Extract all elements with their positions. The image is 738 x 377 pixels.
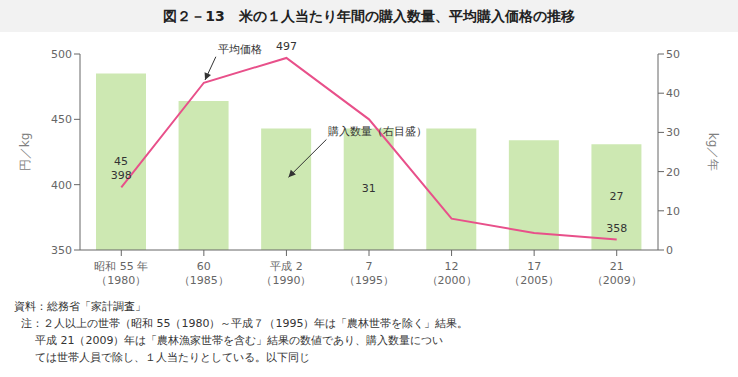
svg-text:450: 450 xyxy=(51,113,72,126)
svg-text:20: 20 xyxy=(666,166,680,179)
svg-text:21（2009）: 21（2009） xyxy=(592,260,642,287)
svg-text:45: 45 xyxy=(114,155,128,168)
svg-text:50: 50 xyxy=(666,48,680,61)
svg-text:358: 358 xyxy=(606,222,627,235)
svg-text:12（2000）: 12（2000） xyxy=(427,260,477,287)
svg-text:平成 2（1990）: 平成 2（1990） xyxy=(261,260,311,287)
svg-text:17（2005）: 17（2005） xyxy=(509,260,559,287)
html-text:資料：総務省「家計調査」: 資料：総務省「家計調査」 xyxy=(14,300,146,313)
html-text:図２－13 米の１人当たり年間の購入数量、平均購入価格の推移: 図２－13 米の１人当たり年間の購入数量、平均購入価格の推移 xyxy=(163,8,575,24)
svg-text:30: 30 xyxy=(666,126,680,139)
html-text:ては世帯人員で除し、１人当たりとしている。以下同じ: ては世帯人員で除し、１人当たりとしている。以下同じ xyxy=(14,351,310,364)
svg-text:平均価格: 平均価格 xyxy=(218,43,262,56)
html-text:注：２人以上の世帯（昭和 55（1980）～平成７（1995: 注：２人以上の世帯（昭和 55（1980）～平成７（1995）年は「農林世帯を除… xyxy=(14,317,469,330)
svg-text:350: 350 xyxy=(51,244,72,257)
svg-text:27: 27 xyxy=(609,190,623,203)
svg-text:0: 0 xyxy=(666,244,673,257)
svg-text:購入数量（右目盛）: 購入数量（右目盛） xyxy=(328,125,427,138)
svg-text:7（1995）: 7（1995） xyxy=(344,260,394,287)
svg-text:31: 31 xyxy=(362,182,376,195)
svg-text:40: 40 xyxy=(666,87,680,100)
svg-text:10: 10 xyxy=(666,205,680,218)
svg-text:kg／年: kg／年 xyxy=(706,133,720,172)
svg-text:円／kg: 円／kg xyxy=(18,133,32,172)
svg-text:500: 500 xyxy=(51,48,72,61)
svg-text:398: 398 xyxy=(111,169,132,182)
html-text:平成 21（2009）年は「農林漁家世帯を含む」結果の数値で: 平成 21（2009）年は「農林漁家世帯を含む」結果の数値であり、購入数量につい xyxy=(14,334,444,347)
svg-text:400: 400 xyxy=(51,179,72,192)
svg-text:497: 497 xyxy=(276,40,297,53)
svg-text:昭和 55 年（1980）: 昭和 55 年（1980） xyxy=(94,260,148,287)
svg-text:60（1985）: 60（1985） xyxy=(179,260,229,287)
